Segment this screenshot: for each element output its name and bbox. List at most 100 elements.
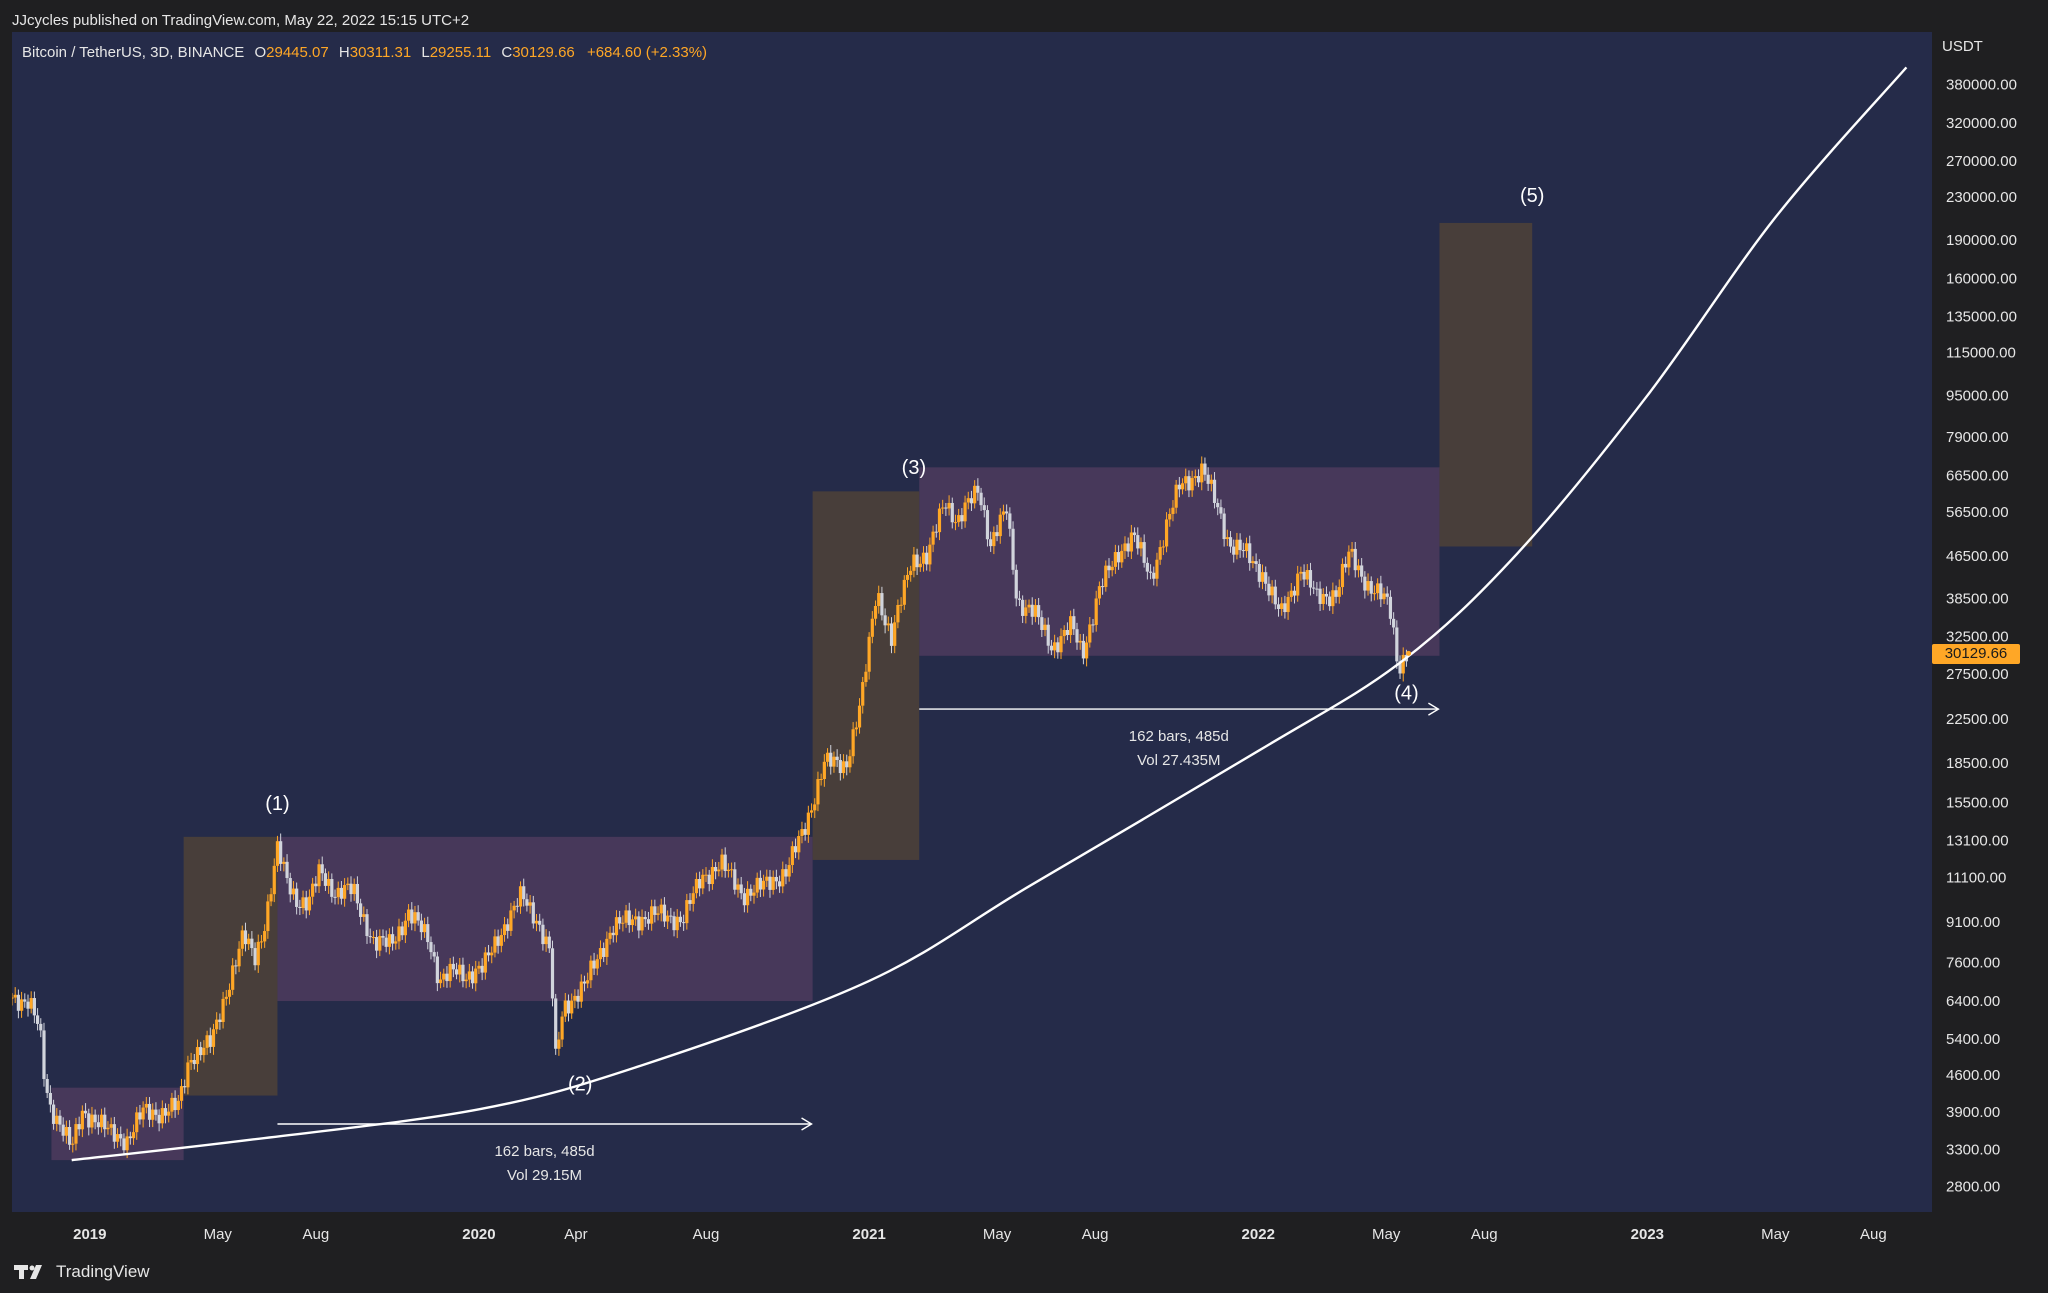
candle-body (525, 899, 529, 906)
candle-body (470, 971, 475, 984)
candle-body (550, 948, 555, 999)
candle-body (1296, 573, 1300, 596)
price-unit: USDT (1942, 38, 1983, 55)
tradingview-brand[interactable]: TradingView (12, 1262, 150, 1282)
candle-body (896, 605, 900, 623)
candle-body (122, 1138, 126, 1151)
candle-body (573, 995, 577, 1001)
candle-body (64, 1126, 68, 1136)
candle-body (989, 539, 993, 547)
candle-body (809, 810, 814, 813)
candle-body (1299, 571, 1303, 574)
candle-body (976, 485, 980, 493)
candle-body (605, 938, 609, 957)
candle-body (1069, 616, 1073, 636)
published-info: JJcycles published on TradingView.com, M… (12, 12, 470, 29)
candle-body (992, 532, 996, 547)
candle-body (307, 896, 312, 911)
candle-body (1376, 583, 1380, 594)
candle-body (723, 854, 727, 872)
candle-body (905, 574, 910, 580)
candle-body (1401, 654, 1405, 674)
candle-body (224, 996, 228, 999)
candle-body (12, 997, 14, 999)
candle-body (410, 909, 414, 924)
candle-body (886, 623, 890, 626)
x-tick-label: Aug (1471, 1226, 1498, 1243)
candle-body (1273, 586, 1277, 605)
candle-body (739, 884, 743, 894)
candle-body (509, 910, 513, 931)
range-box (277, 836, 813, 1002)
candle-body (1216, 502, 1220, 508)
candle-body (682, 922, 686, 924)
candle-body (106, 1127, 110, 1130)
candle-body (1280, 603, 1284, 609)
candle-body (672, 916, 676, 931)
candle-body (125, 1136, 129, 1151)
candle-body (311, 883, 315, 897)
candle-body (1382, 593, 1386, 600)
candle-body (787, 865, 791, 877)
wave-label: (4) (1394, 683, 1418, 705)
candle-body (211, 1029, 216, 1047)
candle-body (608, 932, 612, 939)
candle-body (227, 989, 232, 997)
candle-body (1187, 476, 1191, 491)
candle-body (1219, 507, 1223, 514)
candle-body (1065, 629, 1070, 636)
candle-body (144, 1103, 148, 1108)
candle-body (576, 995, 580, 1002)
candle-body (1081, 640, 1086, 659)
candle-body (365, 914, 369, 937)
candle-body (1328, 596, 1332, 607)
candle-body (23, 999, 27, 1002)
price-change: +684.60 (+2.33%) (586, 44, 708, 61)
candle-body (333, 896, 337, 898)
candle-body (1126, 543, 1130, 552)
candle-body (115, 1134, 120, 1142)
candle-body (819, 779, 823, 781)
candle-body (285, 861, 289, 879)
candle-body (461, 964, 465, 982)
candle-body (237, 948, 241, 967)
candle-body (231, 965, 235, 990)
y-tick-label: 79000.00 (1946, 429, 2009, 446)
candle-body (346, 883, 350, 886)
candle-body (208, 1035, 212, 1047)
x-tick-label: 2020 (462, 1226, 495, 1243)
candle-body (534, 920, 539, 924)
candle-body (1337, 587, 1341, 597)
candle-body (445, 973, 449, 982)
price-chart[interactable]: 162 bars, 485d Vol 29.15M 162 bars, 485d Vo… (12, 32, 2020, 1252)
candle-body (1212, 479, 1217, 503)
candle-body (825, 752, 830, 762)
candle-body (1088, 624, 1092, 643)
candle-body (1305, 570, 1309, 580)
candle-body (304, 897, 308, 911)
candle-body (1132, 532, 1137, 536)
candle-body (838, 759, 842, 774)
candle-body (1321, 593, 1325, 604)
candle-body (1363, 576, 1367, 591)
candle-body (1398, 661, 1402, 674)
candle-body (1350, 548, 1354, 552)
candle-body (544, 936, 548, 945)
candle-body (570, 1000, 574, 1014)
candle-body (1001, 511, 1006, 515)
tradingview-label: TradingView (56, 1262, 150, 1281)
y-tick-label: 11100.00 (1946, 869, 2006, 886)
candle-body (429, 942, 433, 953)
top-bar (0, 0, 2048, 32)
tradingview-logo-icon (14, 1265, 42, 1279)
candle-body (771, 876, 775, 890)
candle-body (717, 869, 721, 872)
candle-body (755, 877, 759, 893)
candle-body (1017, 598, 1022, 600)
candle-body (1347, 551, 1351, 568)
candle-body (109, 1124, 113, 1128)
candle-body (266, 901, 270, 932)
y-tick-label: 380000.00 (1946, 76, 2017, 93)
y-tick-label: 320000.00 (1946, 115, 2017, 132)
y-tick-label: 6400.00 (1946, 993, 2000, 1010)
